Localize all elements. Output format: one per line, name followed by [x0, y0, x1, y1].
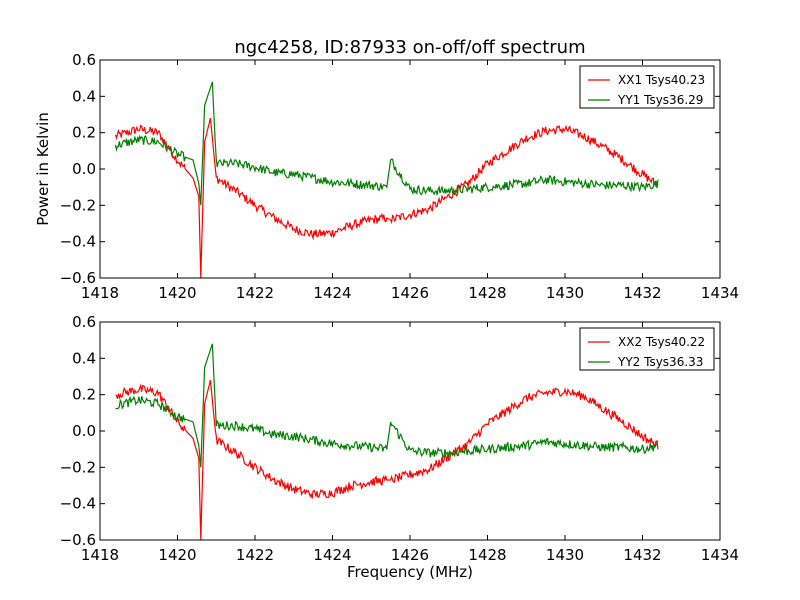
x-tick-label: 1418: [81, 546, 119, 564]
chart-title: ngc4258, ID:87933 on-off/off spectrum: [234, 37, 585, 58]
x-tick-label: 1418: [81, 284, 119, 302]
series-line-1: [114, 117, 659, 278]
top-plot-panel: 1418 1420 1422 1424 1426 1428 1430 1432 1434 −0.6…: [60, 51, 740, 302]
y-tick-label: 0.6: [72, 313, 96, 331]
legend-label-1: XX1 Tsys40.23: [618, 73, 705, 87]
bottom-plot-panel: 1418 1420 1422 1424 1426 1428 1430 1432 1434 −0.6…: [60, 313, 740, 564]
x-tick-label: 1422: [236, 546, 274, 564]
x-tick-label: 1434: [701, 284, 739, 302]
legend-label-1: XX2 Tsys40.22: [618, 335, 705, 349]
legend-label-2: YY1 Tsys36.29: [617, 93, 703, 107]
x-tick-label: 1420: [158, 284, 196, 302]
y-tick-label: 0.0: [72, 160, 96, 178]
y-tick-label: 0.2: [72, 124, 96, 142]
y-tick-label: −0.6: [60, 269, 96, 287]
x-tick-label: 1428: [468, 284, 506, 302]
legend: XX1 Tsys40.23 YY1 Tsys36.29: [579, 65, 715, 109]
series-line-2: [114, 81, 659, 206]
x-tick-label: 1432: [623, 546, 661, 564]
legend: XX2 Tsys40.22 YY2 Tsys36.33: [579, 327, 715, 371]
y-tick-label: −0.2: [60, 196, 96, 214]
y-axis-label: Power in Kelvin: [34, 112, 52, 226]
x-axis-label: Frequency (MHz): [347, 563, 473, 581]
x-tick-label: 1424: [313, 546, 351, 564]
y-tick-label: −0.2: [60, 458, 96, 476]
x-tick-label: 1428: [468, 546, 506, 564]
x-tick-label: 1432: [623, 284, 661, 302]
y-tick-label: 0.2: [72, 386, 96, 404]
y-tick-label: 0.4: [72, 349, 96, 367]
y-tick-label: 0.4: [72, 87, 96, 105]
legend-box: [579, 65, 715, 109]
x-tick-label: 1420: [158, 546, 196, 564]
series-line-1: [115, 379, 659, 540]
x-tick-label: 1422: [236, 284, 274, 302]
x-tick-label: 1430: [546, 284, 584, 302]
x-tick-label: 1434: [701, 546, 739, 564]
legend-box: [579, 327, 715, 371]
y-tick-label: −0.4: [60, 233, 96, 251]
y-tick-label: 0.0: [72, 422, 96, 440]
y-tick-label: 0.6: [72, 51, 96, 69]
y-tick-label: −0.6: [60, 531, 96, 549]
x-tick-label: 1424: [313, 284, 351, 302]
series-line-2: [115, 343, 659, 468]
series-group: [114, 81, 659, 278]
y-tick-label: −0.4: [60, 495, 96, 513]
series-group: [115, 343, 659, 540]
legend-label-2: YY2 Tsys36.33: [617, 355, 703, 369]
x-tick-label: 1430: [546, 546, 584, 564]
x-tick-label: 1426: [391, 546, 429, 564]
x-tick-label: 1426: [391, 284, 429, 302]
